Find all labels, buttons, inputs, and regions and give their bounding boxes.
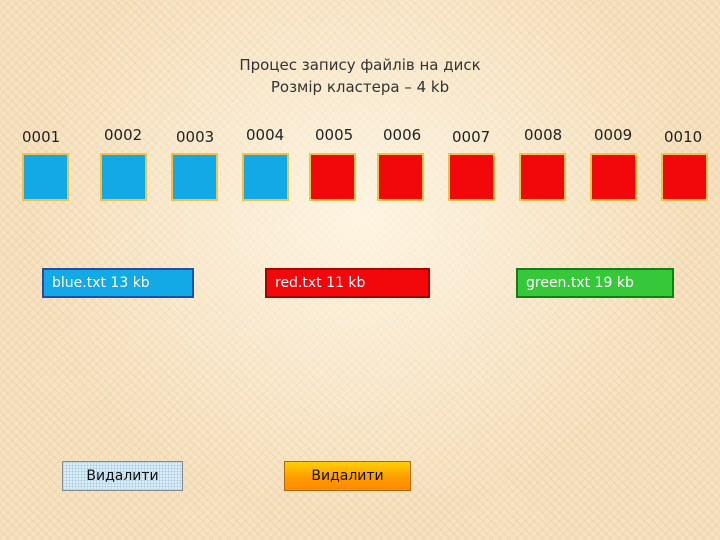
cluster-label-0004: 0004 bbox=[246, 126, 285, 144]
delete-blue-button[interactable]: Видалити bbox=[62, 461, 183, 491]
cluster-label-0009: 0009 bbox=[594, 126, 633, 144]
cluster-block-0004 bbox=[242, 153, 289, 201]
cluster-block-0009 bbox=[590, 153, 637, 201]
file-blue[interactable]: blue.txt 13 kb bbox=[42, 268, 194, 298]
cluster-block-0006 bbox=[377, 153, 424, 201]
file-red[interactable]: red.txt 11 kb bbox=[265, 268, 430, 298]
cluster-block-0010 bbox=[661, 153, 708, 201]
page-title: Процес запису файлів на диск Розмір клас… bbox=[0, 54, 720, 98]
cluster-block-0001 bbox=[22, 153, 69, 201]
file-green[interactable]: green.txt 19 kb bbox=[516, 268, 674, 298]
title-line-1: Процес запису файлів на диск bbox=[239, 56, 481, 74]
cluster-label-0008: 0008 bbox=[524, 126, 563, 144]
delete-red-button[interactable]: Видалити bbox=[284, 461, 411, 491]
cluster-label-0005: 0005 bbox=[315, 126, 354, 144]
cluster-label-0002: 0002 bbox=[104, 126, 143, 144]
cluster-label-0006: 0006 bbox=[383, 126, 422, 144]
cluster-block-0008 bbox=[519, 153, 566, 201]
cluster-block-0003 bbox=[171, 153, 218, 201]
cluster-block-0002 bbox=[100, 153, 147, 201]
cluster-label-0007: 0007 bbox=[452, 128, 491, 146]
cluster-label-0010: 0010 bbox=[664, 128, 703, 146]
title-line-2: Розмір кластера – 4 kb bbox=[270, 78, 450, 96]
cluster-block-0005 bbox=[309, 153, 356, 201]
cluster-block-0007 bbox=[448, 153, 495, 201]
cluster-label-0003: 0003 bbox=[176, 128, 215, 146]
cluster-label-0001: 0001 bbox=[22, 128, 61, 146]
